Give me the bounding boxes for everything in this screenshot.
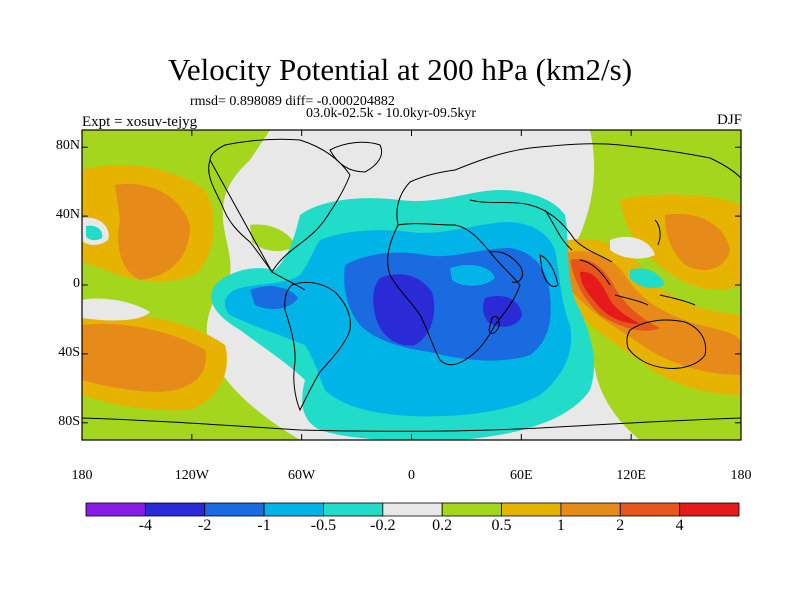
colorbar-label: -4 <box>138 517 153 534</box>
lon-tick-label: 120W <box>174 468 209 483</box>
colorbar-label: -0.2 <box>370 517 396 534</box>
lon-tick-label: 60E <box>510 468 533 483</box>
colorbar-swatch <box>323 502 384 517</box>
colorbar-label: 1 <box>556 517 565 534</box>
colorbar-label: -0.5 <box>310 517 337 534</box>
lon-tick-label: 60W <box>288 468 316 483</box>
axis-ticks <box>81 130 742 440</box>
colorbar-label: 0.5 <box>491 517 512 534</box>
lon-tick-label: 0 <box>408 468 415 483</box>
season-label: DJF <box>716 112 742 128</box>
experiment-label: Expt = xosuv-tejyg <box>82 114 198 130</box>
colorbar-swatch <box>204 502 265 517</box>
lon-tick-label: 180 <box>71 468 93 483</box>
colorbar-swatch <box>382 502 443 517</box>
colorbar-label: 2 <box>616 517 625 534</box>
coastlines <box>82 138 741 432</box>
colorbar-swatch <box>560 502 621 517</box>
lon-tick-label: 180 <box>730 468 752 483</box>
colorbar-label: 0.2 <box>432 517 453 534</box>
colorbar-swatch <box>263 502 324 517</box>
colorbar-label: -1 <box>257 517 271 534</box>
colorbar-swatch <box>144 502 206 517</box>
lat-tick-label: 40N <box>55 207 80 223</box>
colorbar-swatch <box>679 502 740 517</box>
lat-tick-label: 0 <box>73 276 80 291</box>
lat-tick-label: 40S <box>58 344 80 360</box>
lat-tick-label: 80S <box>58 413 80 429</box>
colorbar <box>85 502 740 517</box>
lon-tick-label: 120E <box>616 468 646 483</box>
period-line: 03.0k-02.5k - 10.0kyr-09.5kyr <box>306 106 477 121</box>
colorbar-swatch <box>619 502 681 517</box>
colorbar-label: -2 <box>198 517 212 534</box>
lat-tick-label: 80N <box>55 138 80 154</box>
contour-field <box>82 130 741 440</box>
colorbar-swatch <box>85 502 146 517</box>
colorbar-swatch <box>441 502 502 517</box>
stats-line: rmsd= 0.898089 diff= -0.000204882 <box>190 94 395 109</box>
colorbar-swatch <box>501 502 562 517</box>
colorbar-label: 4 <box>675 517 684 534</box>
map-title: Velocity Potential at 200 hPa (km2/s) <box>167 52 633 87</box>
